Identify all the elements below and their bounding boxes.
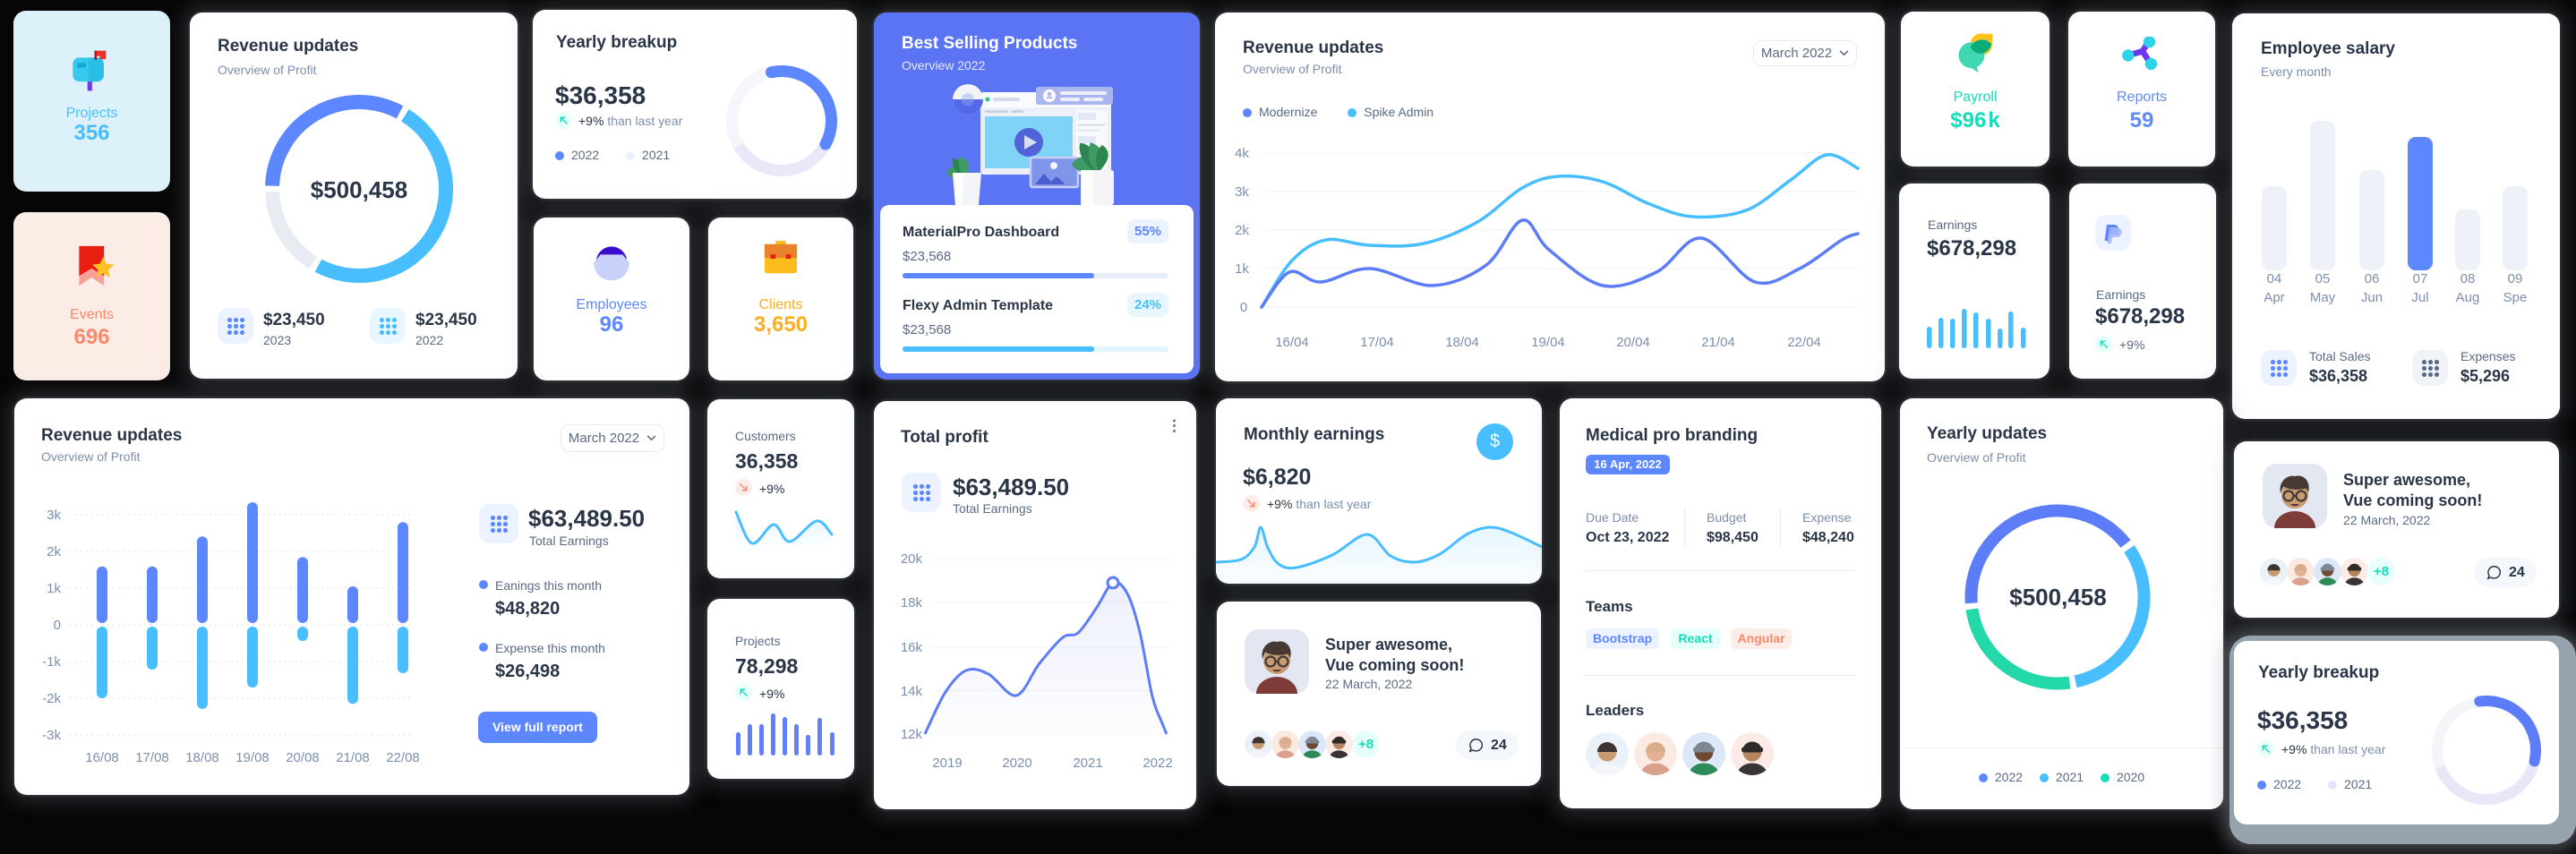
svg-text:08: 08 <box>2460 271 2476 286</box>
svg-text:1k: 1k <box>1235 261 1249 277</box>
svg-text:16/04: 16/04 <box>1275 335 1309 350</box>
svg-text:Jul: Jul <box>2411 290 2428 305</box>
svg-text:Aug: Aug <box>2456 290 2480 305</box>
svg-text:14k: 14k <box>901 684 923 699</box>
svg-text:18/04: 18/04 <box>1445 335 1479 350</box>
svg-text:May: May <box>2310 290 2336 305</box>
svg-text:06: 06 <box>2365 271 2380 286</box>
svg-text:04: 04 <box>2267 271 2282 286</box>
svg-text:2021: 2021 <box>1073 756 1102 771</box>
svg-text:Spe: Spe <box>2503 290 2528 305</box>
svg-text:Jun: Jun <box>2361 290 2383 305</box>
svg-text:16k: 16k <box>901 640 923 655</box>
svg-text:2k: 2k <box>1235 223 1249 238</box>
svg-text:17/04: 17/04 <box>1360 335 1394 350</box>
svg-text:07: 07 <box>2413 271 2428 286</box>
svg-text:0: 0 <box>1240 300 1247 315</box>
svg-text:3k: 3k <box>47 508 61 523</box>
svg-text:21/04: 21/04 <box>1701 335 1735 350</box>
svg-text:18/08: 18/08 <box>185 750 219 765</box>
svg-text:17/08: 17/08 <box>135 750 169 765</box>
svg-text:3k: 3k <box>1235 184 1249 200</box>
svg-text:19/04: 19/04 <box>1531 335 1565 350</box>
svg-text:-2k: -2k <box>42 691 61 706</box>
svg-text:2k: 2k <box>47 544 61 559</box>
svg-text:2020: 2020 <box>1002 756 1031 771</box>
svg-text:16/08: 16/08 <box>85 750 119 765</box>
svg-text:-3k: -3k <box>42 728 61 743</box>
svg-text:20/08: 20/08 <box>286 750 320 765</box>
svg-text:1k: 1k <box>47 581 61 596</box>
svg-text:19/08: 19/08 <box>235 750 270 765</box>
svg-text:12k: 12k <box>901 727 923 742</box>
svg-text:2019: 2019 <box>932 756 962 771</box>
svg-text:20k: 20k <box>901 551 923 567</box>
svg-text:0: 0 <box>54 618 61 633</box>
svg-text:4k: 4k <box>1235 146 1249 161</box>
svg-text:22/08: 22/08 <box>386 750 420 765</box>
svg-text:Apr: Apr <box>2264 290 2284 305</box>
svg-text:05: 05 <box>2315 271 2331 286</box>
svg-text:22/04: 22/04 <box>1787 335 1821 350</box>
svg-text:21/08: 21/08 <box>336 750 370 765</box>
svg-text:18k: 18k <box>901 595 923 611</box>
svg-text:09: 09 <box>2508 271 2523 286</box>
svg-text:2022: 2022 <box>1143 756 1172 771</box>
svg-text:-1k: -1k <box>42 654 61 670</box>
svg-text:20/04: 20/04 <box>1616 335 1650 350</box>
